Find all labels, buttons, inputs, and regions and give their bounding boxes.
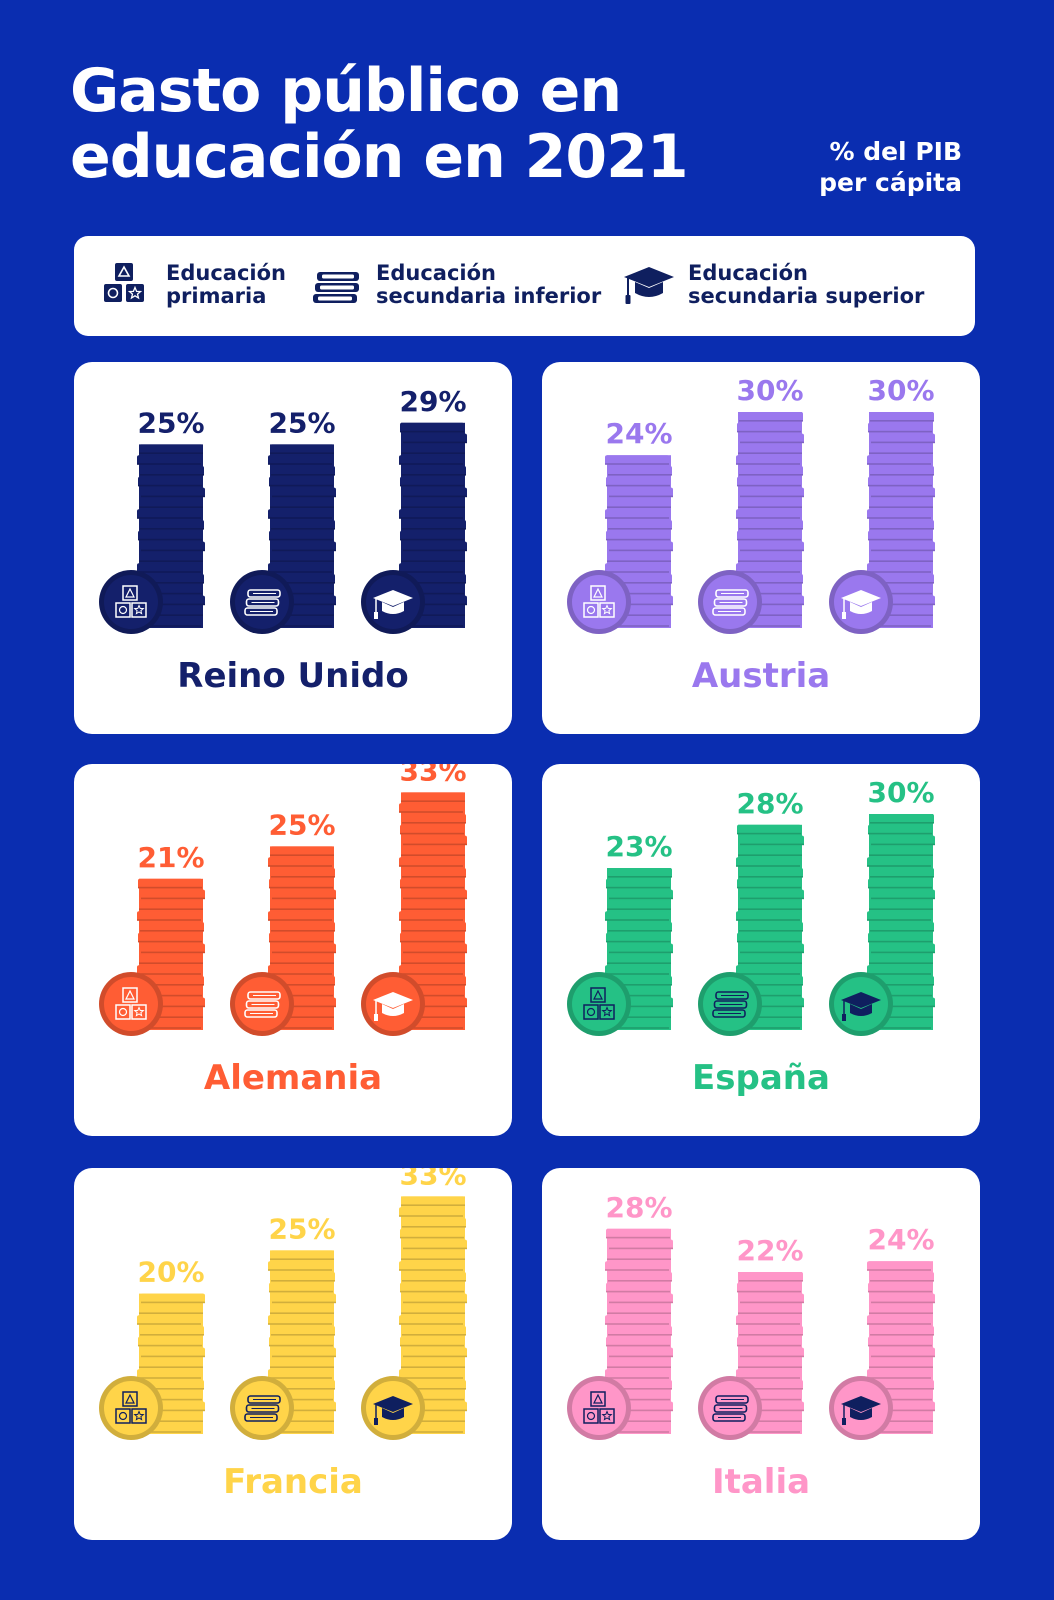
graduation-cap-icon xyxy=(829,570,893,634)
books-icon xyxy=(313,272,359,303)
value-label: 25% xyxy=(137,406,204,439)
graduation-cap-icon xyxy=(361,570,425,634)
bar-blocks xyxy=(605,1228,673,1434)
value-label: 28% xyxy=(605,1191,672,1224)
legend-inferior-line-1: Educación xyxy=(376,261,496,285)
value-label: 30% xyxy=(867,374,934,407)
books-icon xyxy=(698,1376,762,1440)
country-label: Austria xyxy=(691,656,831,696)
legend-superior-line-2: secundaria superior xyxy=(688,284,925,308)
country-label: Italia xyxy=(711,1462,811,1502)
unit-line-1: % del PIB xyxy=(829,137,962,166)
graduation-cap-icon xyxy=(829,1376,893,1440)
value-label: 22% xyxy=(736,1234,803,1267)
graduation-cap-icon xyxy=(829,972,893,1036)
panel-francia: 20% 25% 33% Francia xyxy=(74,1168,512,1540)
panel-alemania: 21% 25% 33% Alemania xyxy=(74,764,512,1136)
value-label: 25% xyxy=(268,406,335,439)
panel-italia-chart: 28% 22% 24% xyxy=(567,1191,935,1440)
legend: Educación primaria Educación secundaria … xyxy=(74,236,975,336)
value-label: 29% xyxy=(399,385,466,418)
title-line-2: educación en 2021 xyxy=(70,122,689,192)
country-label: España xyxy=(692,1058,830,1098)
books-icon xyxy=(698,972,762,1036)
books-icon xyxy=(698,570,762,634)
panel-italia: 28% 22% 24% Italia xyxy=(542,1168,980,1540)
blocks-icon xyxy=(567,1376,631,1440)
blocks-icon xyxy=(99,1376,163,1440)
value-label: 30% xyxy=(867,776,934,809)
blocks-icon xyxy=(99,972,163,1036)
books-icon xyxy=(230,972,294,1036)
value-label: 24% xyxy=(605,417,672,450)
country-label: Alemania xyxy=(203,1058,383,1098)
value-label: 25% xyxy=(268,808,335,841)
country-label: Reino Unido xyxy=(177,656,409,696)
value-label: 33% xyxy=(399,1168,466,1191)
legend-superior-line-1: Educación xyxy=(688,261,808,285)
blocks-icon xyxy=(99,570,163,634)
unit-label: % del PIB per cápita xyxy=(819,136,962,198)
panel-francia-chart: 20% 25% 33% xyxy=(99,1168,467,1440)
panel-espana-chart: 23% 28% 30% xyxy=(567,776,935,1036)
value-label: 21% xyxy=(137,841,204,874)
value-label: 33% xyxy=(399,764,466,787)
value-label: 25% xyxy=(268,1212,335,1245)
value-label: 20% xyxy=(137,1256,204,1289)
panel-reino-unido-chart: 25% 25% 29% xyxy=(99,385,467,634)
legend-inferior-line-2: secundaria inferior xyxy=(376,284,602,308)
legend-primaria-line-1: Educación xyxy=(166,261,286,285)
graduation-cap-icon xyxy=(361,972,425,1036)
value-label: 23% xyxy=(605,830,672,863)
panel-austria-chart: 24% 30% 30% xyxy=(567,374,935,634)
books-icon xyxy=(230,1376,294,1440)
panel-alemania-chart: 21% 25% 33% xyxy=(99,764,467,1036)
blocks-icon xyxy=(567,570,631,634)
unit-line-2: per cápita xyxy=(819,168,962,197)
page-title: Gasto público en educación en 2021 xyxy=(70,56,689,192)
blocks-icon xyxy=(104,263,144,302)
country-label: Francia xyxy=(223,1462,363,1502)
value-label: 30% xyxy=(736,374,803,407)
blocks-icon xyxy=(567,972,631,1036)
value-label: 28% xyxy=(736,787,803,820)
graduation-cap-icon xyxy=(624,267,674,304)
panel-espana: 23% 28% 30% España xyxy=(542,764,980,1136)
title-line-1: Gasto público en xyxy=(70,56,622,126)
panel-reino-unido: 25% 25% 29% Reino Unido xyxy=(74,362,512,734)
panel-austria: 24% 30% 30% Austria xyxy=(542,362,980,734)
legend-primaria-line-2: primaria xyxy=(166,284,267,308)
graduation-cap-icon xyxy=(361,1376,425,1440)
value-label: 24% xyxy=(867,1223,934,1256)
books-icon xyxy=(230,570,294,634)
